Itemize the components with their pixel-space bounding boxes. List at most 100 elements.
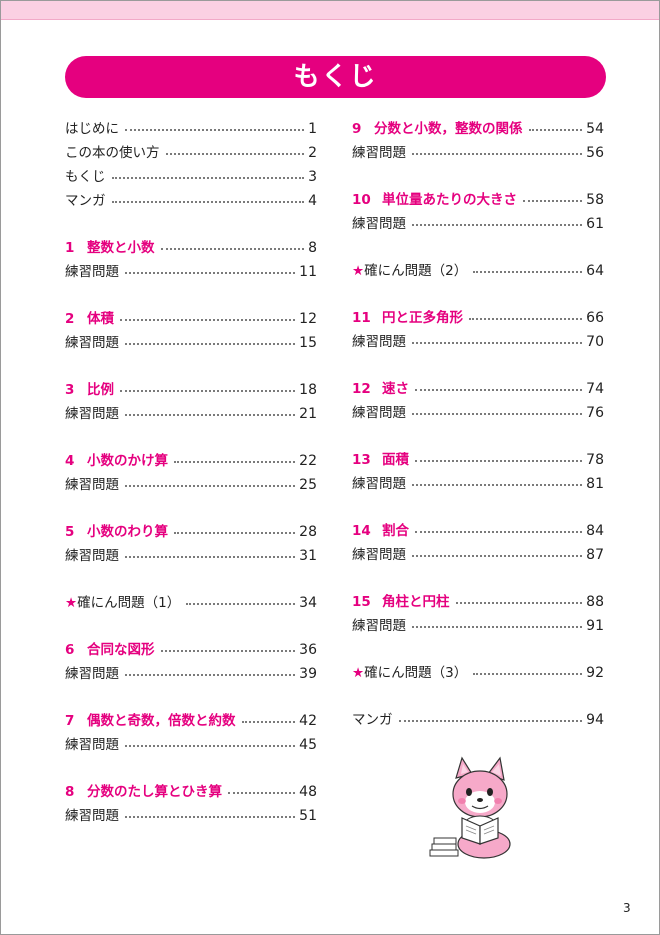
top-color-band (1, 1, 659, 20)
review-row[interactable]: ★確にん問題（2） 64 (352, 255, 604, 279)
toc-row[interactable]: 練習問題 45 (65, 729, 317, 753)
toc-row[interactable]: 練習問題 76 (352, 397, 604, 421)
toc-page: 8 (308, 240, 317, 256)
toc-row[interactable]: 練習問題 21 (65, 398, 317, 422)
toc-row[interactable]: 練習問題 70 (352, 326, 604, 350)
toc-page: 54 (586, 121, 604, 137)
toc-page: 81 (586, 476, 604, 492)
leader-dots (528, 129, 583, 131)
chapter-title: 7 偶数と奇数，倍数と約数 (65, 709, 236, 729)
chapter-title-text: 面積 (382, 452, 409, 468)
chapter-title-text: 合同な図形 (87, 642, 155, 658)
leader-dots (412, 555, 583, 557)
toc-page: 36 (299, 642, 317, 658)
toc-row[interactable]: マンガ 4 (65, 185, 317, 209)
toc-row[interactable]: この本の使い方 2 (65, 137, 317, 161)
toc-row[interactable]: 練習問題 51 (65, 800, 317, 824)
toc-page: 58 (586, 192, 604, 208)
review-title: 確にん問題（3） (364, 665, 468, 681)
chapter-number: 3 (65, 382, 75, 398)
leader-dots (415, 389, 583, 391)
toc-label: もくじ (65, 169, 106, 185)
toc-page: 48 (299, 784, 317, 800)
toc-label: 練習問題 (352, 216, 406, 232)
toc-label: ★確にん問題（1） (65, 591, 180, 611)
chapter-row[interactable]: 10 単位量あたりの大きさ 58 (352, 184, 604, 208)
leader-dots (125, 414, 296, 416)
toc-row[interactable]: 練習問題 81 (352, 468, 604, 492)
chapter-row[interactable]: 2 体積 12 (65, 303, 317, 327)
review-row[interactable]: ★確にん問題（3） 92 (352, 657, 604, 681)
chapter-row[interactable]: 11 円と正多角形 66 (352, 302, 604, 326)
toc-label: ★確にん問題（2） (352, 259, 467, 279)
chapter-row[interactable]: 8 分数のたし算とひき算 48 (65, 776, 317, 800)
toc-row[interactable]: 練習問題 87 (352, 539, 604, 563)
chapter-row[interactable]: 1 整数と小数 8 (65, 232, 317, 256)
leader-dots (412, 626, 583, 628)
toc-label: 練習問題 (65, 808, 119, 824)
chapter-number: 10 (352, 192, 371, 208)
toc-page: 87 (586, 547, 604, 563)
chapter-row[interactable]: 15 角柱と円柱 88 (352, 586, 604, 610)
chapter-row[interactable]: 5 小数のわり算 28 (65, 516, 317, 540)
chapter-number: 2 (65, 311, 75, 327)
chapter-row[interactable]: 7 偶数と奇数，倍数と約数 42 (65, 705, 317, 729)
chapter-title-text: 速さ (382, 381, 409, 397)
toc-row[interactable]: 練習問題 25 (65, 469, 317, 493)
leader-dots (412, 224, 583, 226)
toc-row[interactable]: 練習問題 15 (65, 327, 317, 351)
chapter-row[interactable]: 4 小数のかけ算 22 (65, 445, 317, 469)
chapter-row[interactable]: 13 面積 78 (352, 444, 604, 468)
chapter-row[interactable]: 6 合同な図形 36 (65, 634, 317, 658)
review-title: 確にん問題（1） (77, 595, 181, 611)
chapter-title: 4 小数のかけ算 (65, 449, 168, 469)
toc-row[interactable]: もくじ 3 (65, 161, 317, 185)
leader-dots (412, 153, 583, 155)
chapter-title: 2 体積 (65, 307, 114, 327)
chapter-row[interactable]: 14 割合 84 (352, 515, 604, 539)
leader-dots (473, 271, 583, 273)
toc-row[interactable]: 練習問題 56 (352, 137, 604, 161)
chapter-row[interactable]: 12 速さ 74 (352, 373, 604, 397)
review-title: 確にん問題（2） (364, 263, 468, 279)
leader-dots (160, 650, 296, 652)
chapter-title-text: 小数のわり算 (87, 524, 168, 540)
chapter-row[interactable]: 3 比例 18 (65, 374, 317, 398)
toc-row[interactable]: マンガ 94 (352, 704, 604, 728)
toc-row[interactable]: はじめに 1 (65, 113, 317, 137)
toc-page: 39 (299, 666, 317, 682)
review-row[interactable]: ★確にん問題（1） 34 (65, 587, 317, 611)
toc-row[interactable]: 練習問題 39 (65, 658, 317, 682)
toc-row[interactable]: 練習問題 91 (352, 610, 604, 634)
page-title: もくじ (65, 56, 606, 98)
chapter-title-text: 偶数と奇数，倍数と約数 (87, 713, 236, 729)
chapter-title-text: 分数のたし算とひき算 (87, 784, 222, 800)
toc-label: 練習問題 (65, 335, 119, 351)
toc-label: 練習問題 (65, 477, 119, 493)
toc-page: 45 (299, 737, 317, 753)
chapter-number: 15 (352, 594, 371, 610)
chapter-title-text: 比例 (87, 382, 114, 398)
chapter-title-text: 単位量あたりの大きさ (382, 192, 517, 208)
toc-row[interactable]: 練習問題 11 (65, 256, 317, 280)
chapter-title-text: 体積 (87, 311, 114, 327)
chapter-row[interactable]: 9 分数と小数，整数の関係 54 (352, 113, 604, 137)
chapter-title: 14 割合 (352, 519, 409, 539)
chapter-number: 6 (65, 642, 75, 658)
toc-label: 練習問題 (352, 405, 406, 421)
toc-label: この本の使い方 (65, 145, 160, 161)
chapter-title-text: 分数と小数，整数の関係 (374, 121, 523, 137)
toc-row[interactable]: 練習問題 61 (352, 208, 604, 232)
toc-row[interactable]: 練習問題 31 (65, 540, 317, 564)
leader-dots (165, 153, 305, 155)
chapter-number: 14 (352, 523, 371, 539)
toc-page: 84 (586, 523, 604, 539)
toc-page: 92 (586, 665, 604, 681)
leader-dots (120, 319, 296, 321)
toc-page: 56 (586, 145, 604, 161)
toc-page: 91 (586, 618, 604, 634)
toc-page: 1 (308, 121, 317, 137)
leader-dots (125, 343, 296, 345)
leader-dots (469, 318, 583, 320)
toc-label: 練習問題 (352, 145, 406, 161)
